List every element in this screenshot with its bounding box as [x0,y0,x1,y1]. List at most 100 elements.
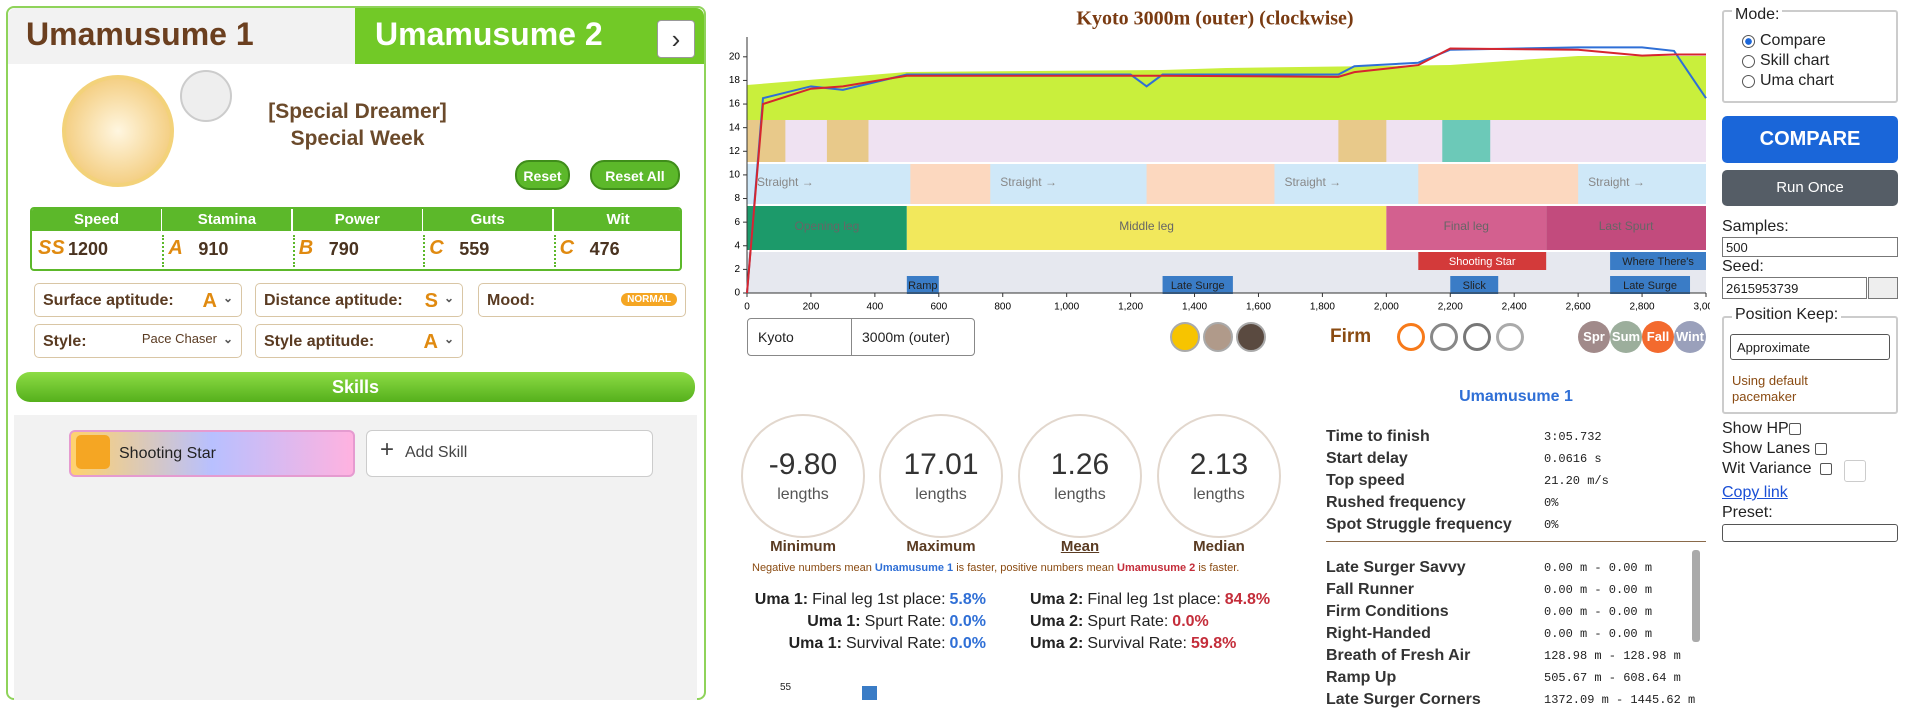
next-button[interactable]: › [657,20,695,58]
stat-grade: C [429,237,444,259]
time-icon[interactable] [1236,322,1266,352]
avatar[interactable] [62,75,174,187]
checkbox[interactable] [1789,423,1801,435]
season-icon[interactable]: Spr [1578,321,1610,353]
slope-block [747,120,786,162]
stat-divider [553,235,556,267]
compare-button[interactable]: COMPARE [1722,116,1898,163]
reset-all-button[interactable]: Reset All [590,160,680,190]
aptitude[interactable]: Distance aptitude: S ⌄ [255,283,463,317]
aptitude[interactable]: Style aptitude: A ⌄ [255,324,463,358]
skill-name: Late Surger Corners [1326,691,1481,708]
chart-title: Kyoto 3000m (outer) (clockwise) [1076,8,1353,30]
course-select[interactable]: 3000m (outer) [851,318,975,356]
slope-block [1338,120,1387,162]
track-select[interactable]: Kyoto [747,318,852,356]
note-part: is faster. [1195,562,1240,574]
preset-select[interactable] [1722,524,1898,542]
skill-block [906,276,939,294]
stat-unit: lengths [1054,486,1106,503]
reset-button[interactable]: Reset [515,160,570,190]
rate-what: Spurt Rate: [1087,613,1169,630]
phase-label: Opening leg [795,219,860,233]
skill-label: Late Surge [1623,280,1677,292]
season-icon[interactable]: Wint [1674,321,1706,353]
rate-value: 84.8% [1224,591,1271,608]
time-icon[interactable] [1203,322,1233,352]
radio[interactable] [1742,55,1755,68]
y-tick-label: 4 [734,240,740,251]
stat-name[interactable]: Mean [1060,538,1100,555]
aptitude-label: Style aptitude: [264,333,375,350]
skill-range: 0.00 m - 0.00 m [1544,627,1653,641]
toggle-label: Wit Variance [1722,460,1812,477]
pk-note: Using default pacemaker [1732,373,1808,404]
rate-row: Uma 1: Survival Rate: 0.0% [789,635,990,653]
mode-option[interactable]: Uma chart [1760,72,1834,89]
stat-label: Power [292,209,423,231]
preset-label: Preset: [1722,504,1773,521]
tab[interactable]: Umamusume 1 [8,8,355,64]
aptitude-label: Style: [43,333,87,350]
aptitude-label: Surface aptitude: [43,292,174,309]
stat-label: Stamina [162,209,293,231]
weather-icon[interactable] [1430,323,1458,351]
stat-unit: lengths [1193,486,1245,503]
x-tick-label: 400 [867,302,884,313]
mode-option[interactable]: Compare [1760,32,1826,49]
rate-value: 5.8% [949,591,986,608]
y-tick-label: 14 [729,122,741,133]
y-tick-label: 8 [734,193,740,204]
y-tick-label: 0 [734,288,740,299]
mode-fieldset [1722,10,1898,103]
corner-block [1418,164,1579,204]
copy-link[interactable]: Copy link [1722,484,1788,501]
skill-icon [76,435,110,469]
weather-icon[interactable] [1397,323,1425,351]
add-skill[interactable]: Add Skill [366,430,653,477]
weather-icon[interactable] [1463,323,1491,351]
rate-what: Survival Rate: [1087,635,1187,652]
seed-input[interactable]: 2615953739 [1722,277,1867,299]
details-header: Umamusume 1 [1459,388,1573,405]
stat-unit: lengths [777,486,829,503]
x-tick-label: 800 [994,302,1011,313]
dropdown-arrow: ⌄ [222,291,233,305]
y-tick-label: 6 [734,217,740,228]
tab[interactable]: Umamusume 2 [355,8,704,64]
skill-label: Late Surge [1171,280,1225,292]
x-tick-label: 2,400 [1502,302,1527,313]
skill-block [1418,252,1547,270]
season-icon[interactable]: Fall [1642,321,1674,353]
dropdown-arrow: ⌄ [222,332,233,346]
mode-option[interactable]: Skill chart [1760,52,1830,69]
checkbox[interactable] [1815,443,1827,455]
pk-select[interactable]: Approximate [1730,334,1890,360]
season-icon[interactable]: Sum [1610,321,1642,353]
stat-name: Maximum [906,538,976,555]
checkbox[interactable] [1820,463,1832,475]
seed-button[interactable] [1868,277,1898,299]
radio[interactable] [1742,75,1755,88]
stat-name: Minimum [770,538,836,555]
detail-value: 0% [1544,518,1559,532]
skill-label: Ramp [908,280,937,292]
aptitude[interactable]: Mood: NORMAL [478,283,686,317]
aptitude[interactable]: Surface aptitude: A ⌄ [34,283,242,317]
x-tick-label: 200 [803,302,820,313]
stat-value: 910 [198,239,229,259]
ground-select[interactable]: Firm [1330,326,1372,347]
wit-settings[interactable] [1844,460,1866,482]
run-once-button[interactable]: Run Once [1722,170,1898,206]
weather-icon[interactable] [1496,323,1524,351]
time-icon[interactable] [1170,322,1200,352]
aptitude-label: Distance aptitude: [264,292,403,309]
stat-label: Speed [32,209,162,231]
aptitude[interactable]: Style: Pace Chaser ⌄ [34,324,242,358]
radio[interactable] [1742,35,1755,48]
stat-value: 559 [459,239,490,259]
samples-input[interactable]: 500 [1722,237,1898,257]
skill-card[interactable]: Shooting Star [69,430,355,477]
avatar-placeholder[interactable] [180,70,232,122]
phase [906,206,1387,250]
